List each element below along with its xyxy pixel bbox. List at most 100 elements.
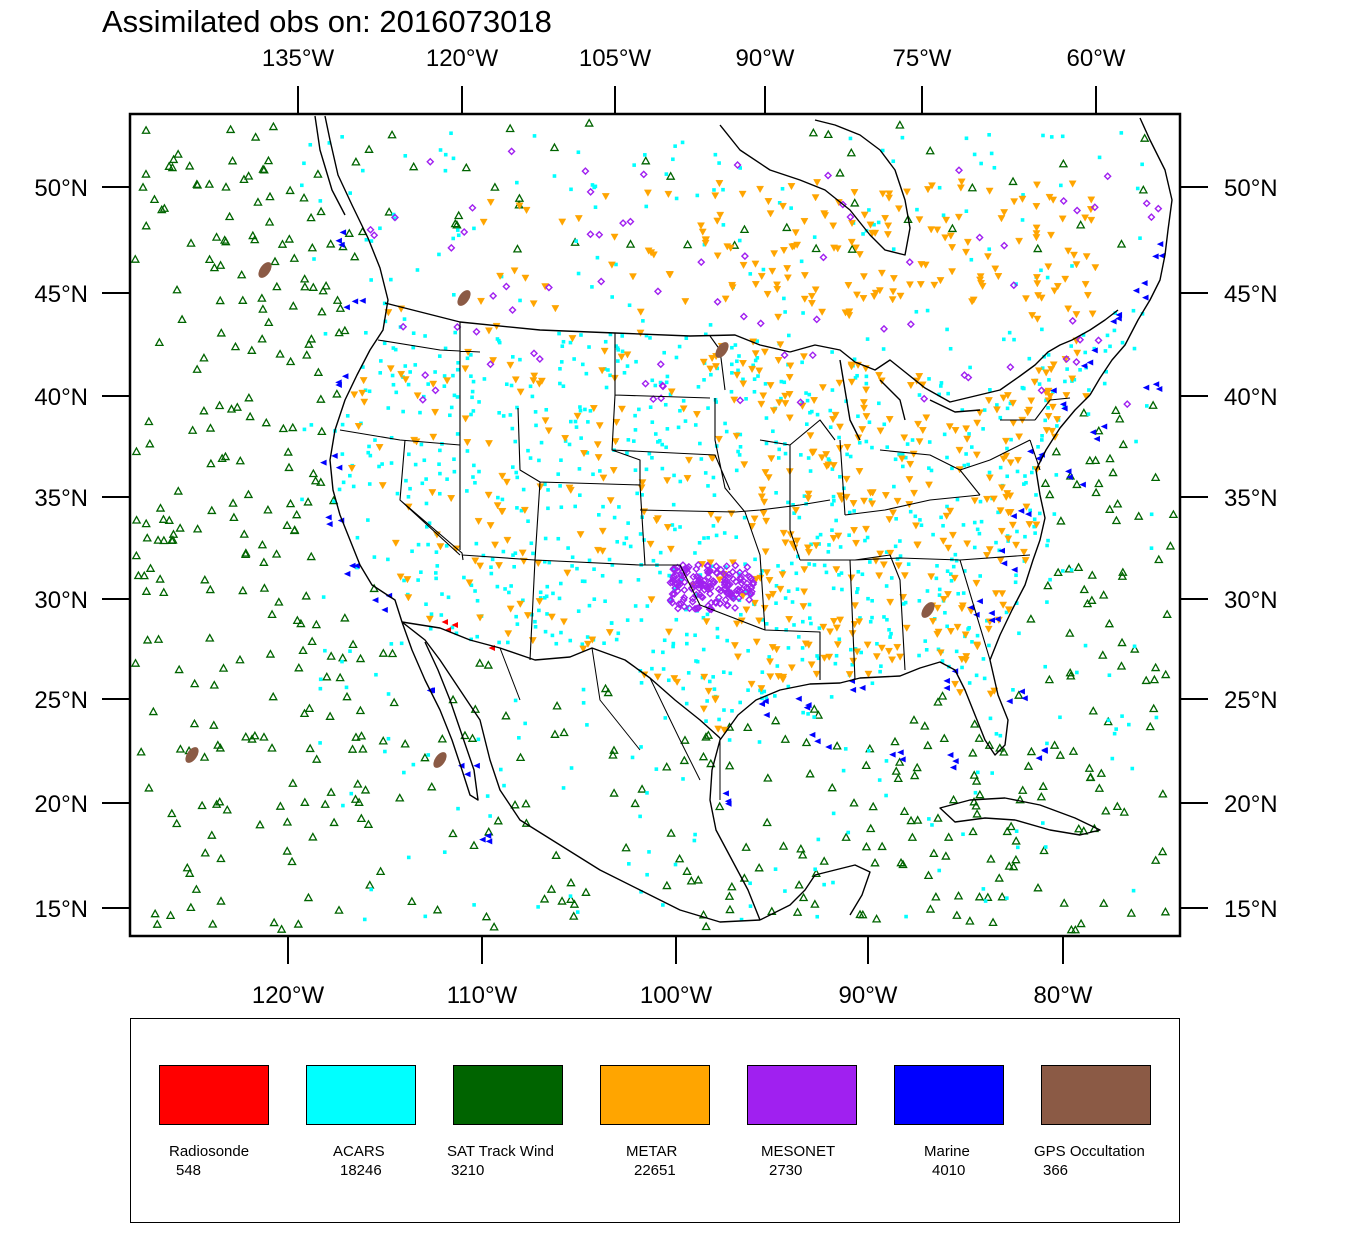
- metar-marker: [772, 646, 781, 654]
- sat-track-wind-marker: [250, 730, 260, 740]
- metar-marker: [893, 497, 902, 505]
- acars-marker: [693, 551, 697, 555]
- metar-marker: [927, 573, 936, 581]
- metar-marker: [1020, 548, 1028, 557]
- acars-marker: [1114, 727, 1118, 731]
- acars-marker: [981, 887, 986, 891]
- acars-marker: [399, 641, 404, 646]
- metar-marker: [800, 295, 809, 303]
- sat-track-wind-marker: [308, 468, 319, 478]
- acars-marker: [870, 445, 874, 450]
- mesonet-marker: [418, 395, 427, 404]
- marine-marker: [998, 547, 1006, 554]
- mesonet-marker: [1090, 203, 1099, 212]
- metar-marker: [534, 559, 543, 568]
- sat-track-wind-marker: [247, 734, 257, 743]
- metar-marker: [713, 217, 722, 225]
- metar-marker: [948, 531, 957, 539]
- metar-marker: [900, 572, 909, 580]
- acars-marker: [730, 709, 734, 713]
- sat-track-wind-marker: [131, 550, 142, 560]
- metar-marker: [847, 238, 856, 246]
- sat-track-wind-marker: [909, 770, 920, 780]
- lon-label-bottom: 80°W: [1034, 982, 1093, 1009]
- acars-marker: [1069, 568, 1074, 572]
- metar-marker: [876, 550, 885, 558]
- acars-marker: [961, 523, 966, 527]
- metar-marker: [820, 210, 829, 218]
- great-lakes: [789, 309, 1119, 441]
- metar-marker: [788, 243, 797, 251]
- marine-marker: [341, 373, 349, 380]
- acars-marker: [998, 415, 1003, 420]
- sat-track-wind-marker: [340, 613, 350, 622]
- sat-track-wind-marker: [216, 328, 226, 337]
- acars-marker: [645, 791, 649, 795]
- mesonet-marker: [736, 396, 745, 405]
- acars-marker: [903, 455, 908, 460]
- sat-track-wind-marker: [265, 191, 275, 201]
- metar-marker: [881, 492, 890, 500]
- lat-label-right: 35°N: [1224, 485, 1278, 512]
- acars-marker: [847, 510, 852, 515]
- sat-track-wind-marker: [481, 911, 492, 921]
- acars-marker: [557, 331, 561, 336]
- acars-marker: [638, 814, 642, 819]
- sat-track-wind-marker: [338, 652, 348, 662]
- legend-count: 2730: [769, 1162, 803, 1179]
- acars-marker: [639, 618, 644, 622]
- metar-marker: [1008, 521, 1017, 529]
- sat-track-wind-marker: [454, 210, 464, 220]
- metar-marker: [758, 486, 767, 494]
- sat-track-wind-marker: [239, 174, 249, 184]
- acars-marker: [557, 596, 562, 601]
- mesonet-marker: [657, 394, 666, 403]
- sat-track-wind-marker: [306, 334, 317, 343]
- acars-marker: [389, 277, 393, 282]
- acars-marker: [674, 617, 679, 622]
- acars-marker: [323, 331, 328, 336]
- acars-marker: [801, 311, 805, 315]
- acars-marker: [859, 650, 864, 655]
- acars-marker: [1060, 134, 1065, 139]
- mesonet-marker: [975, 233, 984, 242]
- acars-marker: [954, 649, 959, 654]
- metar-marker: [912, 522, 920, 530]
- acars-marker: [974, 673, 979, 678]
- observation-markers: [130, 118, 1179, 934]
- acars-marker: [945, 569, 950, 573]
- sat-track-wind-marker: [662, 880, 672, 890]
- acars-marker: [501, 549, 506, 554]
- sat-track-wind-marker: [912, 762, 922, 772]
- sat-track-wind-marker: [933, 697, 943, 706]
- metar-marker: [763, 290, 772, 299]
- metar-marker: [889, 509, 897, 517]
- metar-marker: [485, 440, 493, 448]
- metar-marker: [963, 540, 972, 548]
- acars-marker: [877, 778, 882, 782]
- acars-marker: [702, 536, 706, 540]
- metar-marker: [544, 427, 553, 435]
- acars-marker: [1030, 470, 1034, 475]
- acars-marker: [620, 334, 625, 338]
- marine-marker: [1027, 448, 1034, 455]
- acars-marker: [561, 339, 566, 344]
- acars-marker: [434, 576, 438, 581]
- acars-marker: [983, 899, 988, 903]
- acars-marker: [372, 555, 377, 559]
- metar-marker: [820, 654, 829, 662]
- acars-marker: [591, 472, 595, 477]
- metar-marker: [850, 189, 859, 197]
- acars-marker: [1015, 845, 1020, 850]
- acars-marker: [650, 420, 655, 424]
- metar-marker: [807, 661, 816, 669]
- metar-marker: [883, 231, 892, 239]
- acars-marker: [402, 770, 406, 775]
- acars-marker: [660, 442, 665, 447]
- sat-track-wind-marker: [968, 748, 978, 757]
- metar-marker: [410, 436, 419, 445]
- acars-marker: [622, 541, 627, 546]
- acars-marker: [648, 405, 653, 410]
- acars-marker: [945, 327, 949, 332]
- sat-track-wind-marker: [149, 194, 160, 204]
